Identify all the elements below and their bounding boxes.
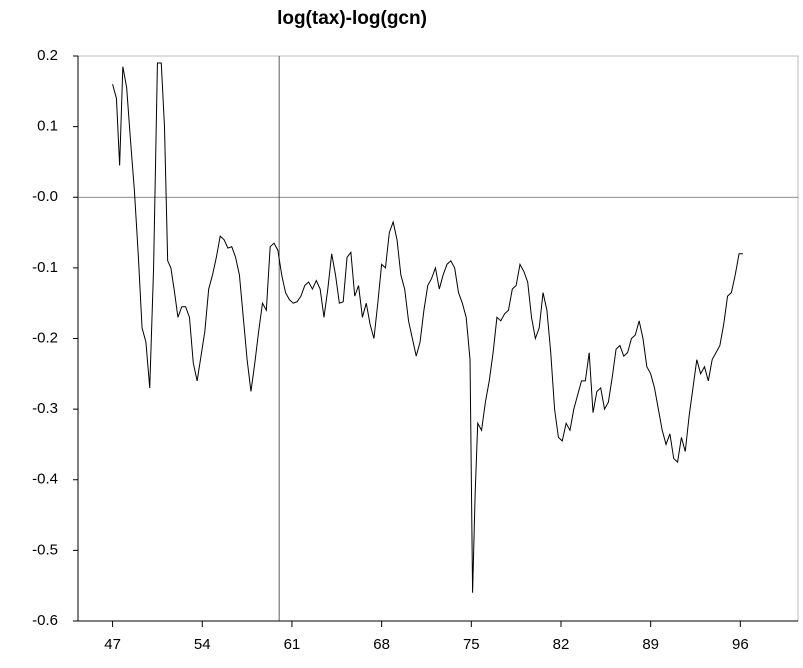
- y-tick-label: -0.3: [32, 400, 58, 417]
- x-tick-label: 68: [373, 636, 390, 653]
- x-tick-label: 75: [463, 636, 480, 653]
- y-tick-label: -0.1: [32, 259, 58, 276]
- y-tick-label: -0.6: [32, 612, 58, 629]
- chart-title: log(tax)-log(gcn): [277, 8, 427, 29]
- y-tick-label: 0.2: [37, 47, 58, 64]
- y-tick-label: -0.0: [32, 188, 58, 205]
- x-tick-label: 47: [104, 636, 121, 653]
- y-tick-label: -0.2: [32, 329, 58, 346]
- y-tick-label: -0.5: [32, 541, 58, 558]
- y-tick-label: -0.4: [32, 471, 58, 488]
- x-tick-label: 61: [284, 636, 301, 653]
- x-tick-label: 89: [642, 636, 659, 653]
- y-tick-label: 0.1: [37, 118, 58, 135]
- x-tick-label: 82: [553, 636, 570, 653]
- x-tick-label: 54: [194, 636, 211, 653]
- plot-frame: [77, 55, 799, 622]
- x-tick-label: 96: [732, 636, 749, 653]
- data-line: [112, 62, 743, 593]
